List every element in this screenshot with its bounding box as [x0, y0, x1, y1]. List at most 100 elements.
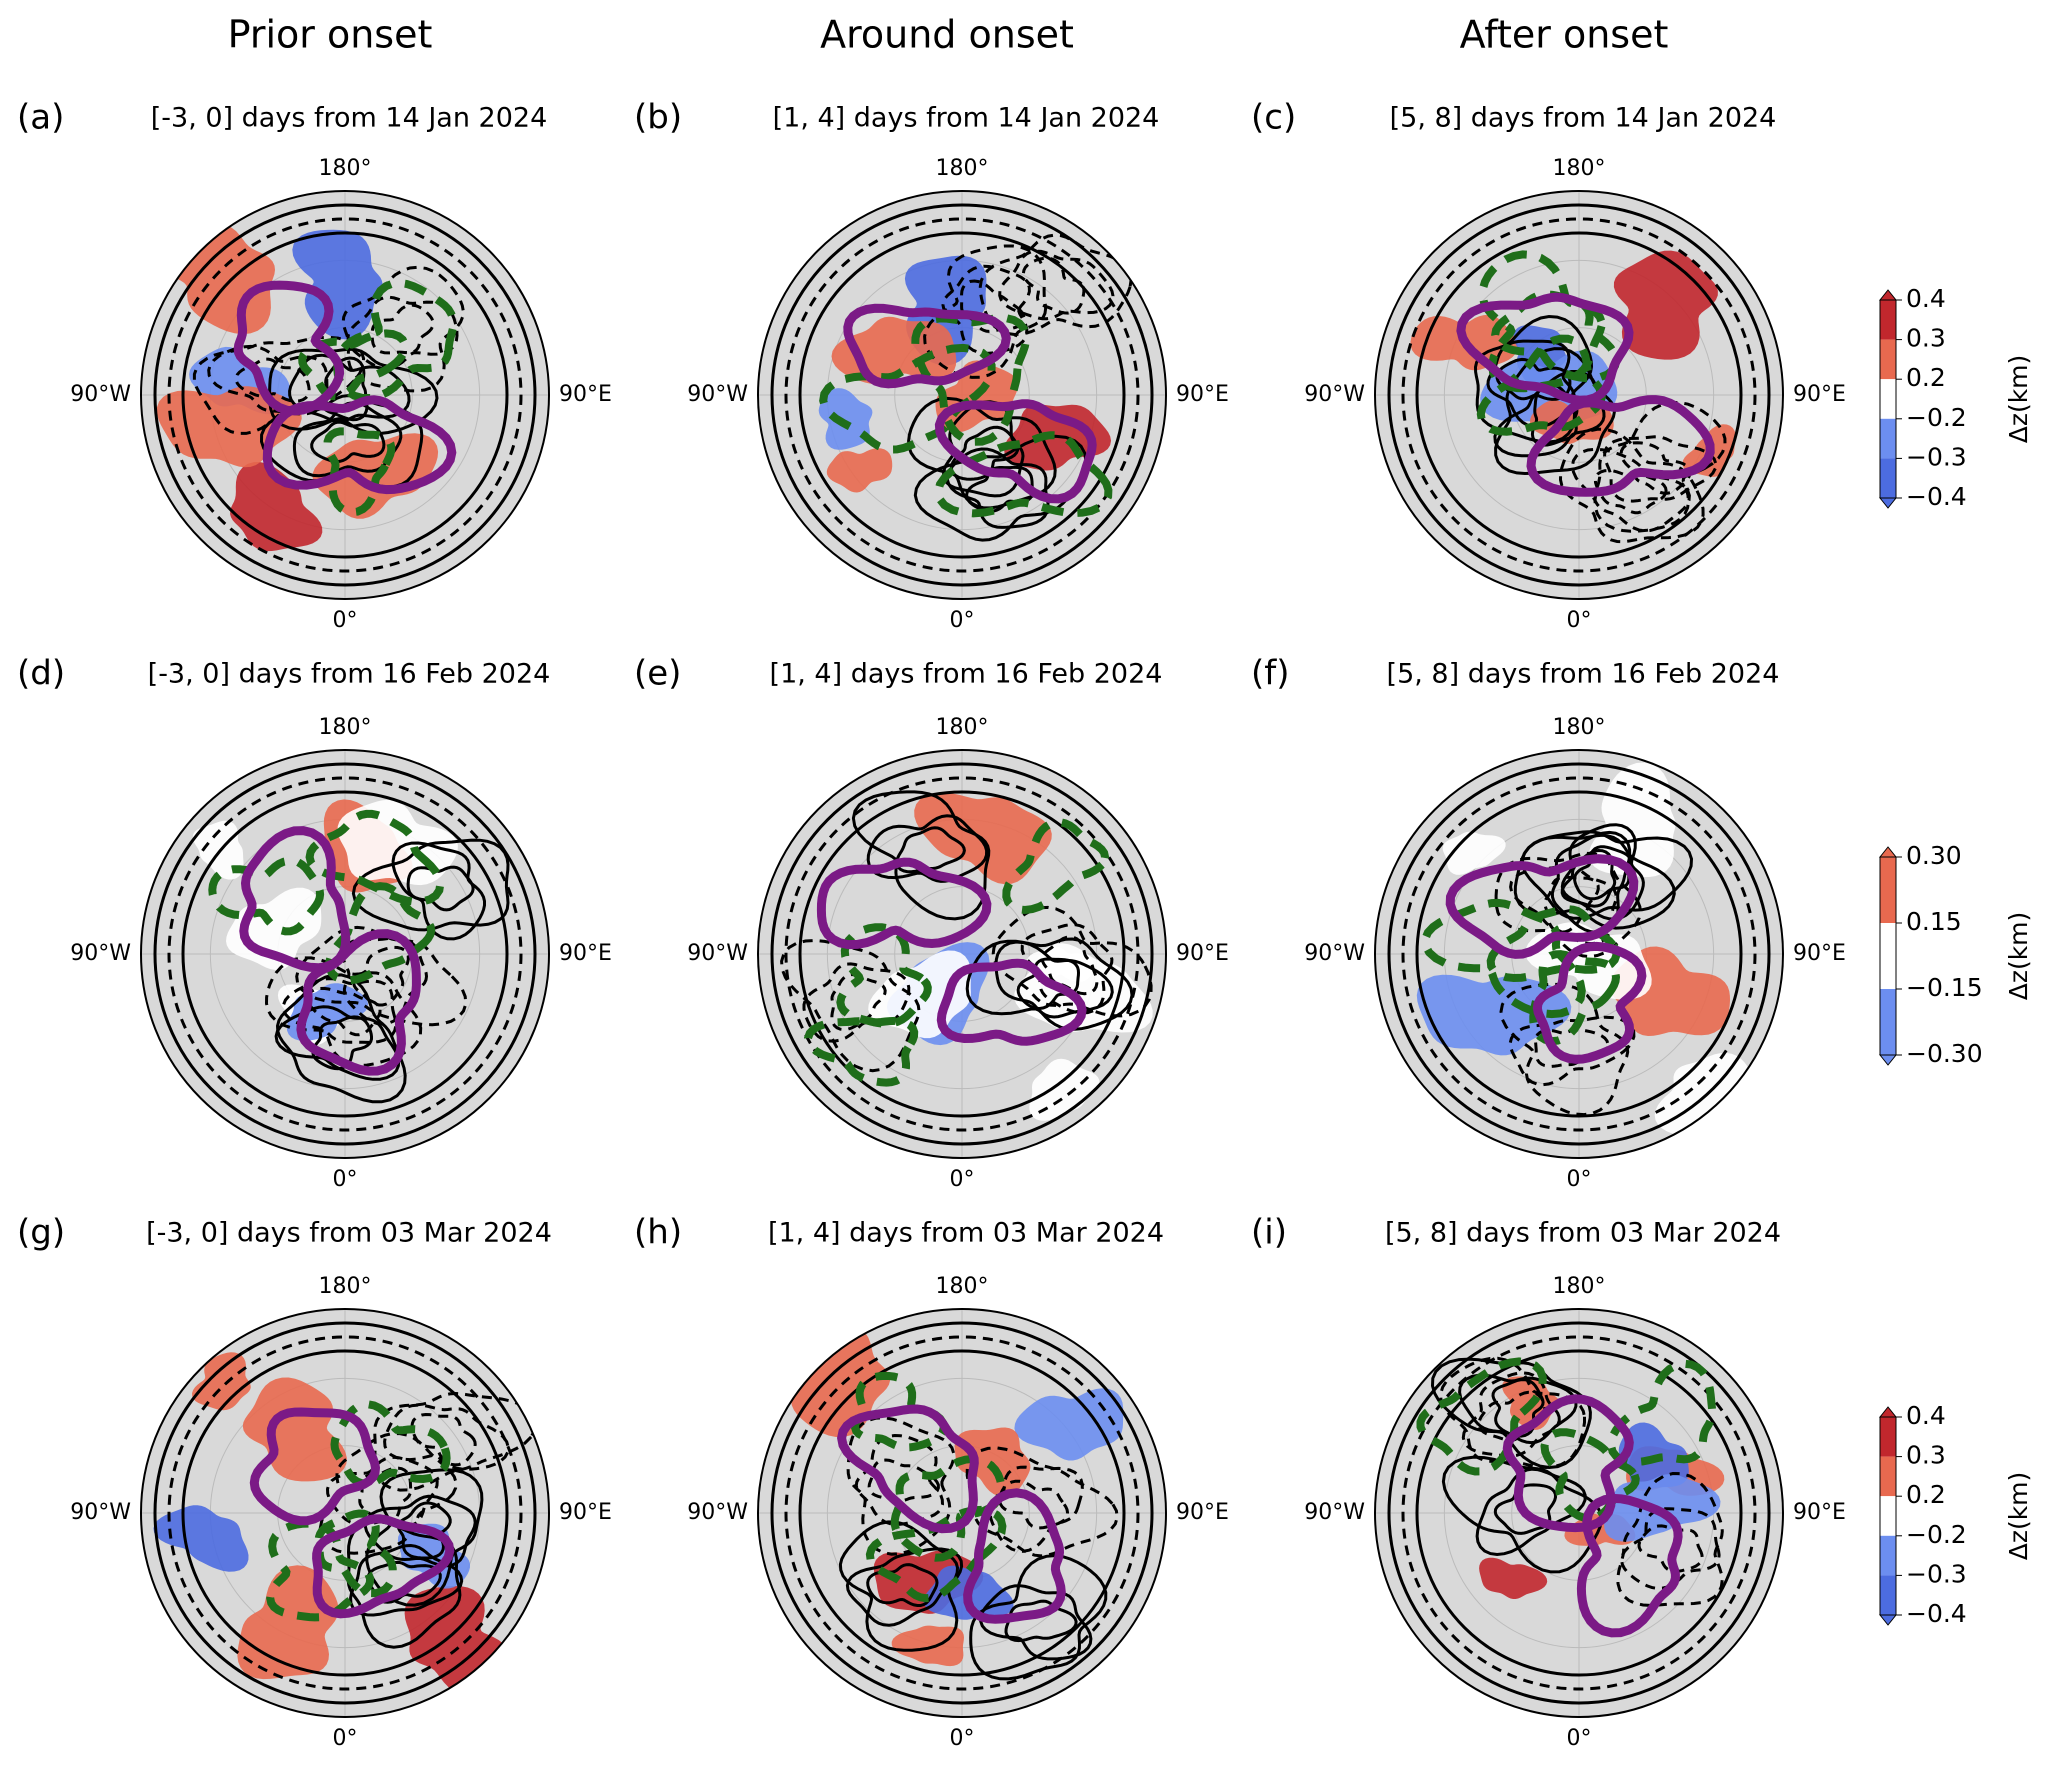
purple-contour — [843, 303, 1011, 389]
anomaly-shading — [1416, 974, 1572, 1056]
colorbar-tick-label: 0.4 — [1906, 1401, 1946, 1430]
lon-label: 180° — [936, 156, 989, 181]
height-contour — [352, 945, 410, 1007]
panel-label: (d) — [17, 654, 65, 694]
colorbar-label: Δz(km) — [2004, 1472, 2033, 1561]
lon-label: 180° — [1553, 156, 1606, 181]
colorbar-segment — [1880, 418, 1896, 459]
purple-contour — [1526, 395, 1715, 497]
lon-label: 90°E — [1793, 1500, 1846, 1525]
height-contour — [1509, 864, 1618, 946]
map-contents — [758, 191, 1166, 599]
height-contour — [153, 203, 537, 587]
colorbar-segment — [1880, 339, 1896, 380]
height-contour — [1415, 231, 1743, 559]
colorbar-tick-label: −0.2 — [1906, 403, 1967, 432]
green-contour — [333, 278, 458, 403]
purple-contour — [1576, 1493, 1683, 1638]
colorbar-tick-label: −0.15 — [1906, 973, 1983, 1002]
height-contour — [1534, 1028, 1610, 1068]
green-contour — [1002, 818, 1110, 915]
anomaly-shading — [1014, 943, 1153, 1033]
panel-subtitle: [-3, 0] days from 16 Feb 2024 — [148, 659, 551, 690]
colorbar-tick-label: −0.30 — [1906, 1039, 1983, 1068]
panel-subtitle: [1, 4] days from 14 Jan 2024 — [773, 103, 1160, 134]
colorbar-segment — [1880, 989, 1896, 1055]
height-contour — [181, 1349, 509, 1677]
colorbar-label: Δz(km) — [2004, 912, 2033, 1001]
lon-label: 90°W — [687, 382, 748, 407]
panel-subtitle: [5, 8] days from 14 Jan 2024 — [1390, 103, 1777, 134]
height-contour — [310, 420, 386, 464]
height-contour — [396, 1501, 452, 1560]
height-contour — [365, 1468, 484, 1607]
height-contour — [349, 1543, 464, 1617]
height-contour — [167, 1335, 523, 1691]
green-contour — [819, 343, 996, 454]
height-contour — [998, 1479, 1070, 1530]
purple-contour — [1532, 941, 1647, 1064]
panel-label: (g) — [17, 1213, 65, 1253]
purple-contour — [963, 1488, 1066, 1624]
height-contour — [1401, 1335, 1757, 1691]
panel-subtitle: [-3, 0] days from 14 Jan 2024 — [151, 103, 548, 134]
colorbar-tick-label: 0.4 — [1906, 284, 1946, 313]
height-contour — [866, 1563, 939, 1607]
lon-label: 180° — [1553, 1274, 1606, 1299]
colorbar-extend — [1878, 497, 1898, 509]
height-contour — [1401, 217, 1757, 573]
height-contour — [798, 1349, 1126, 1677]
lon-label: 0° — [950, 1167, 975, 1192]
colorbar-segment — [1880, 1575, 1896, 1615]
height-contour — [941, 264, 1031, 355]
colorbar-extend — [1878, 289, 1898, 301]
lon-label: 180° — [319, 715, 372, 740]
purple-contour — [1502, 1394, 1634, 1533]
height-contour — [234, 357, 311, 403]
colorbar-extend — [1878, 1054, 1898, 1066]
purple-contour — [936, 958, 1087, 1046]
height-contour — [784, 217, 1140, 573]
column-title: Prior onset — [228, 13, 433, 57]
lon-label: 0° — [333, 608, 358, 633]
height-contour — [1415, 1349, 1743, 1677]
height-contour — [784, 1335, 1140, 1691]
panel-subtitle: [5, 8] days from 03 Mar 2024 — [1385, 1218, 1781, 1249]
height-contour — [373, 1391, 538, 1492]
height-contour — [181, 231, 509, 559]
height-contour — [1499, 982, 1630, 1117]
lon-label: 90°W — [70, 941, 131, 966]
height-contour — [391, 841, 486, 941]
colorbar-tick-label: 0.3 — [1906, 1441, 1946, 1470]
height-contour — [998, 249, 1115, 321]
map-border — [140, 749, 550, 1159]
height-contour — [1441, 1455, 1603, 1574]
lon-label: 90°E — [1176, 1500, 1229, 1525]
anomaly-shading — [891, 1625, 964, 1667]
colorbar-frame — [1879, 1416, 1897, 1616]
green-contour — [1476, 334, 1606, 436]
green-contour — [933, 431, 1113, 518]
lon-label: 90°W — [687, 941, 748, 966]
purple-contour — [1445, 854, 1639, 959]
column-title: Around onset — [820, 13, 1074, 57]
height-contour — [1387, 1321, 1771, 1705]
panel-subtitle: [5, 8] days from 16 Feb 2024 — [1387, 659, 1780, 690]
map-contents — [1375, 1309, 1783, 1717]
purple-contour — [816, 857, 992, 950]
height-contour — [1021, 256, 1086, 315]
colorbar-segment — [1880, 1456, 1896, 1497]
panel-subtitle: [1, 4] days from 03 Mar 2024 — [768, 1218, 1164, 1249]
green-contour — [1607, 1359, 1717, 1467]
colorbar-frame — [1879, 299, 1897, 499]
green-contour — [1478, 250, 1606, 393]
green-contour — [1529, 950, 1621, 1046]
purple-contour — [249, 1407, 381, 1526]
map-contents — [1375, 750, 1783, 1158]
height-contour — [895, 826, 966, 874]
green-contour — [298, 329, 409, 401]
colorbar-tick-label: 0.30 — [1906, 841, 1962, 870]
height-contour — [1620, 1507, 1721, 1590]
green-contour — [208, 856, 325, 936]
